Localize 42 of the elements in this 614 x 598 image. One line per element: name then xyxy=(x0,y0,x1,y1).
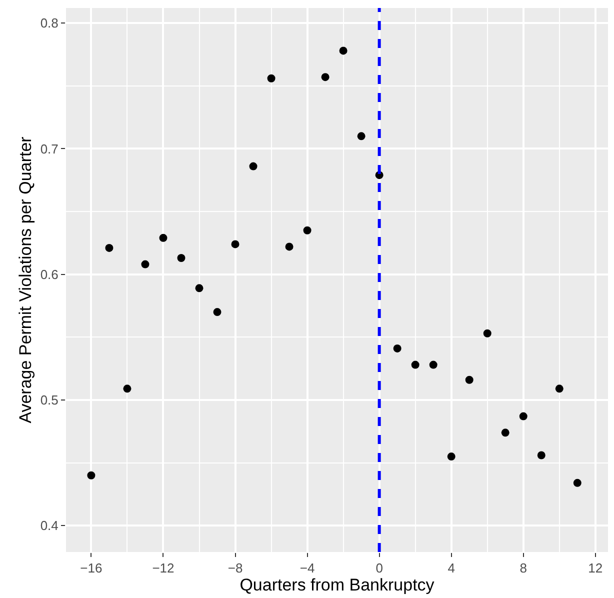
point xyxy=(411,360,420,369)
x-tick-label: 12 xyxy=(588,560,603,576)
y-tick-label: 0.7 xyxy=(40,141,58,156)
x-tick-label: 8 xyxy=(520,560,527,576)
point xyxy=(87,471,96,480)
y-tick-label: 0.6 xyxy=(40,266,58,282)
point xyxy=(537,451,546,460)
point xyxy=(483,329,492,338)
point xyxy=(105,244,114,252)
x-tick-label: −8 xyxy=(228,560,243,576)
point xyxy=(501,428,510,437)
point xyxy=(249,162,258,170)
point xyxy=(285,242,294,251)
point xyxy=(195,284,204,292)
point xyxy=(357,132,366,140)
y-axis-title: Average Permit Violations per Quarter xyxy=(16,136,35,424)
point xyxy=(555,384,564,393)
point xyxy=(213,308,222,316)
point xyxy=(447,452,456,461)
y-tick-label: 0.5 xyxy=(40,392,58,408)
point xyxy=(429,360,438,369)
x-axis-title: Quarters from Bankruptcy xyxy=(240,576,435,595)
y-tick-label: 0.4 xyxy=(40,518,58,534)
point xyxy=(573,478,582,487)
y-tick-label: 0.8 xyxy=(40,16,58,31)
point xyxy=(519,412,528,420)
point xyxy=(177,254,186,262)
point xyxy=(231,240,240,248)
point xyxy=(393,344,402,352)
point xyxy=(123,384,132,393)
x-tick-label: −16 xyxy=(80,560,102,576)
x-tick-label: −4 xyxy=(300,560,315,576)
point xyxy=(339,46,348,55)
x-tick-label: −12 xyxy=(152,560,174,576)
point xyxy=(303,226,312,234)
point xyxy=(465,376,474,384)
x-tick-label: 0 xyxy=(376,560,383,576)
point xyxy=(159,234,168,242)
point xyxy=(321,73,330,82)
point xyxy=(267,74,276,82)
point xyxy=(141,260,150,268)
x-tick-label: 4 xyxy=(448,560,455,576)
